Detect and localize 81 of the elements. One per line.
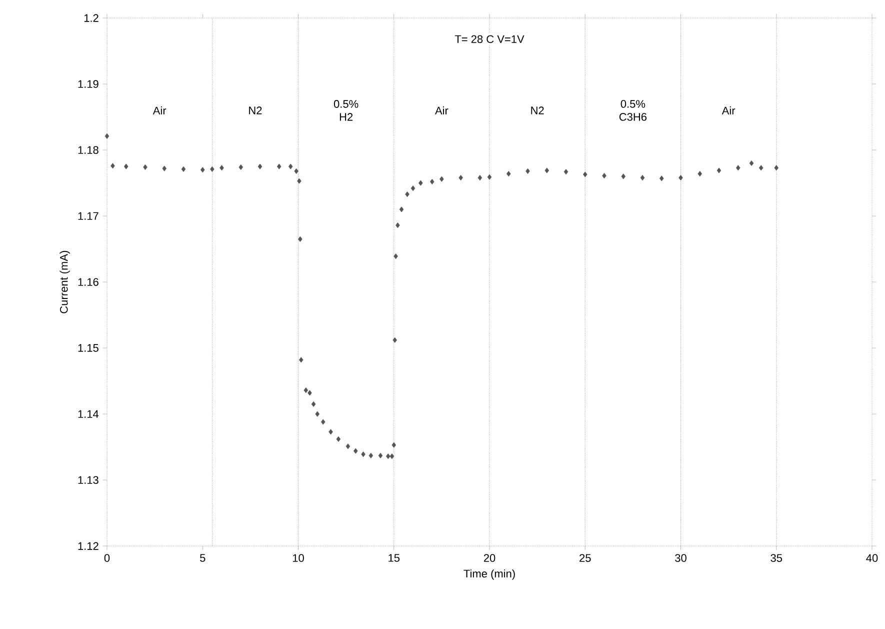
annotation: N2 [531,106,544,114]
point [311,401,316,407]
annotation: Air [152,106,166,114]
point [353,448,358,454]
y-tick-label: 1.18 [78,146,98,154]
point [487,174,492,180]
point [298,357,304,363]
point [749,160,754,166]
annotation: Air [722,106,736,114]
x-tick-label: 20 [484,554,496,562]
point [258,164,262,170]
point [346,444,350,450]
point [110,163,115,169]
point [294,168,298,174]
point [336,436,341,442]
point [440,176,444,182]
point [104,133,110,139]
y-tick-label: 1.2 [84,14,98,22]
point [758,165,764,171]
point [220,165,224,171]
point [564,168,568,175]
point [328,429,333,435]
annotation: Air [434,106,448,114]
y-tick-label: 1.16 [78,278,98,286]
point [418,180,423,186]
y-axis-title: Current (mA) [60,250,70,314]
y-tick-label: 1.17 [78,212,98,220]
point [210,166,214,172]
point [297,178,302,184]
point [276,164,282,170]
annotation: 0.5% H2 [334,100,358,121]
y-tick-label: 1.12 [78,542,98,550]
x-tick-label: 0 [104,554,110,562]
y-tick-label: 1.14 [78,410,99,418]
point [386,453,390,460]
annotation: N2 [249,106,262,114]
point [392,337,397,343]
point [181,166,186,172]
x-axis-title: Time (min) [464,569,515,580]
point [506,170,511,177]
annotation: 0.5% C3H6 [619,100,647,121]
x-tick-label: 40 [866,554,878,562]
point [298,236,302,242]
y-tick-label: 1.13 [78,476,98,484]
point [390,453,394,460]
point [526,168,530,174]
point [582,172,588,178]
point [640,174,645,181]
point [320,419,326,425]
point [621,174,626,180]
x-tick-label: 30 [675,554,686,562]
text: T= 28 C V=1V [454,35,524,44]
point [478,174,482,181]
point [392,442,396,448]
y-tick-label: 1.19 [78,80,98,88]
point [716,168,722,174]
point [315,411,320,417]
point [304,387,308,394]
point [736,165,740,171]
point [368,452,374,458]
x-tick-label: 15 [388,554,400,562]
point [308,390,312,396]
point [124,164,128,170]
x-tick-label: 5 [200,554,206,562]
point [238,164,244,170]
point [288,164,293,170]
point [200,167,205,173]
x-tick-label: 25 [580,554,591,562]
point [399,206,404,212]
point [659,176,664,182]
point [162,166,167,172]
point [410,185,416,192]
point [143,164,148,170]
y-tick-label: 1.15 [78,344,98,352]
point [430,178,434,184]
point [378,452,383,458]
point [544,168,550,174]
x-tick-label: 35 [770,554,782,562]
x-tick-label: 10 [292,554,304,562]
point [774,165,779,171]
point [698,170,702,177]
